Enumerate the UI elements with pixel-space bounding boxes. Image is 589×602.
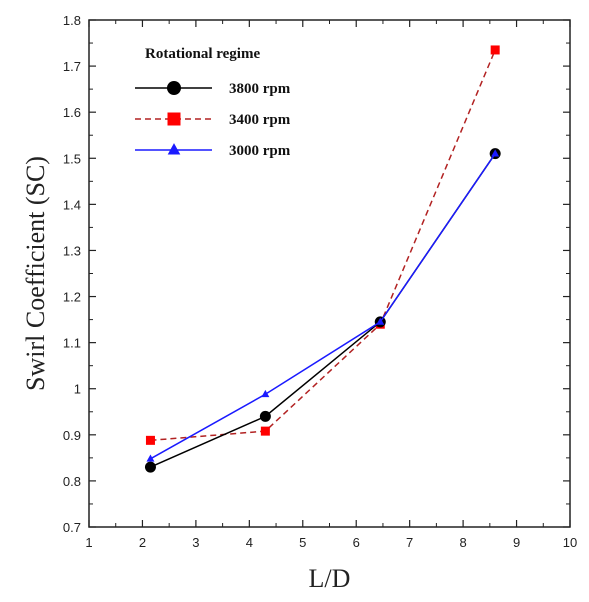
- plot-area: [88, 19, 571, 528]
- data-point: [144, 461, 156, 473]
- y-tick-label: 1.4: [63, 197, 81, 212]
- legend-label: 3400 rpm: [229, 112, 291, 128]
- data-point: [260, 426, 270, 436]
- legend-label: 3800 rpm: [229, 81, 291, 97]
- y-tick-label: 0.9: [63, 428, 81, 443]
- data-point: [259, 410, 271, 422]
- y-tick-label: 1.2: [63, 290, 81, 305]
- legend: Rotational regime 3800 rpm 3400 rpm 3000 r…: [135, 46, 291, 159]
- y-tick-label: 1.3: [63, 243, 81, 258]
- data-point: [167, 112, 181, 126]
- x-axis-title: L/D: [309, 564, 351, 593]
- x-tick-label: 5: [299, 535, 306, 550]
- x-tick-label: 6: [353, 535, 360, 550]
- data-point: [490, 45, 500, 55]
- y-tick-label: 0.8: [63, 474, 81, 489]
- legend-label: 3000 rpm: [229, 143, 291, 159]
- x-tick-label: 2: [139, 535, 146, 550]
- legend-item: 3800 rpm: [135, 81, 291, 97]
- legend-item: 3400 rpm: [135, 112, 291, 128]
- series-3000-rpm: [146, 149, 500, 462]
- y-tick-label: 1.5: [63, 151, 81, 166]
- x-tick-label: 7: [406, 535, 413, 550]
- series-line: [150, 153, 496, 460]
- series-3800-rpm: [144, 148, 501, 473]
- y-axis-title: Swirl Coefficient (SC): [21, 156, 50, 391]
- series-line: [150, 49, 496, 442]
- y-axis: 0.7 0.8 0.9 1 1.1 1.2 1.3 1.4 1.5 1.6 1.7 1.8: [63, 13, 570, 535]
- x-tick-label: 4: [246, 535, 253, 550]
- legend-title: Rotational regime: [145, 46, 260, 62]
- data-point: [167, 143, 181, 155]
- y-tick-label: 1.6: [63, 105, 81, 120]
- data-point: [167, 81, 181, 95]
- x-tick-label: 9: [513, 535, 520, 550]
- y-tick-label: 1.7: [63, 59, 81, 74]
- x-tick-label: 10: [563, 535, 577, 550]
- data-point: [261, 389, 270, 398]
- data-point: [146, 454, 155, 462]
- y-tick-label: 1: [74, 382, 81, 397]
- series-line: [150, 153, 496, 468]
- x-tick-label: 1: [85, 535, 92, 550]
- legend-item: 3000 rpm: [135, 143, 291, 159]
- x-axis: 1 2 3 4 5 6 7 8 9 10: [85, 20, 577, 550]
- y-tick-label: 1.8: [63, 13, 81, 28]
- y-tick-label: 0.7: [63, 520, 81, 535]
- x-tick-label: 8: [459, 535, 466, 550]
- data-point: [376, 317, 385, 325]
- series-layer: [144, 45, 501, 473]
- data-point: [491, 149, 500, 157]
- series-3400-rpm: [145, 45, 500, 445]
- y-tick-label: 1.1: [63, 336, 81, 351]
- x-tick-label: 3: [192, 535, 199, 550]
- data-point: [145, 435, 155, 445]
